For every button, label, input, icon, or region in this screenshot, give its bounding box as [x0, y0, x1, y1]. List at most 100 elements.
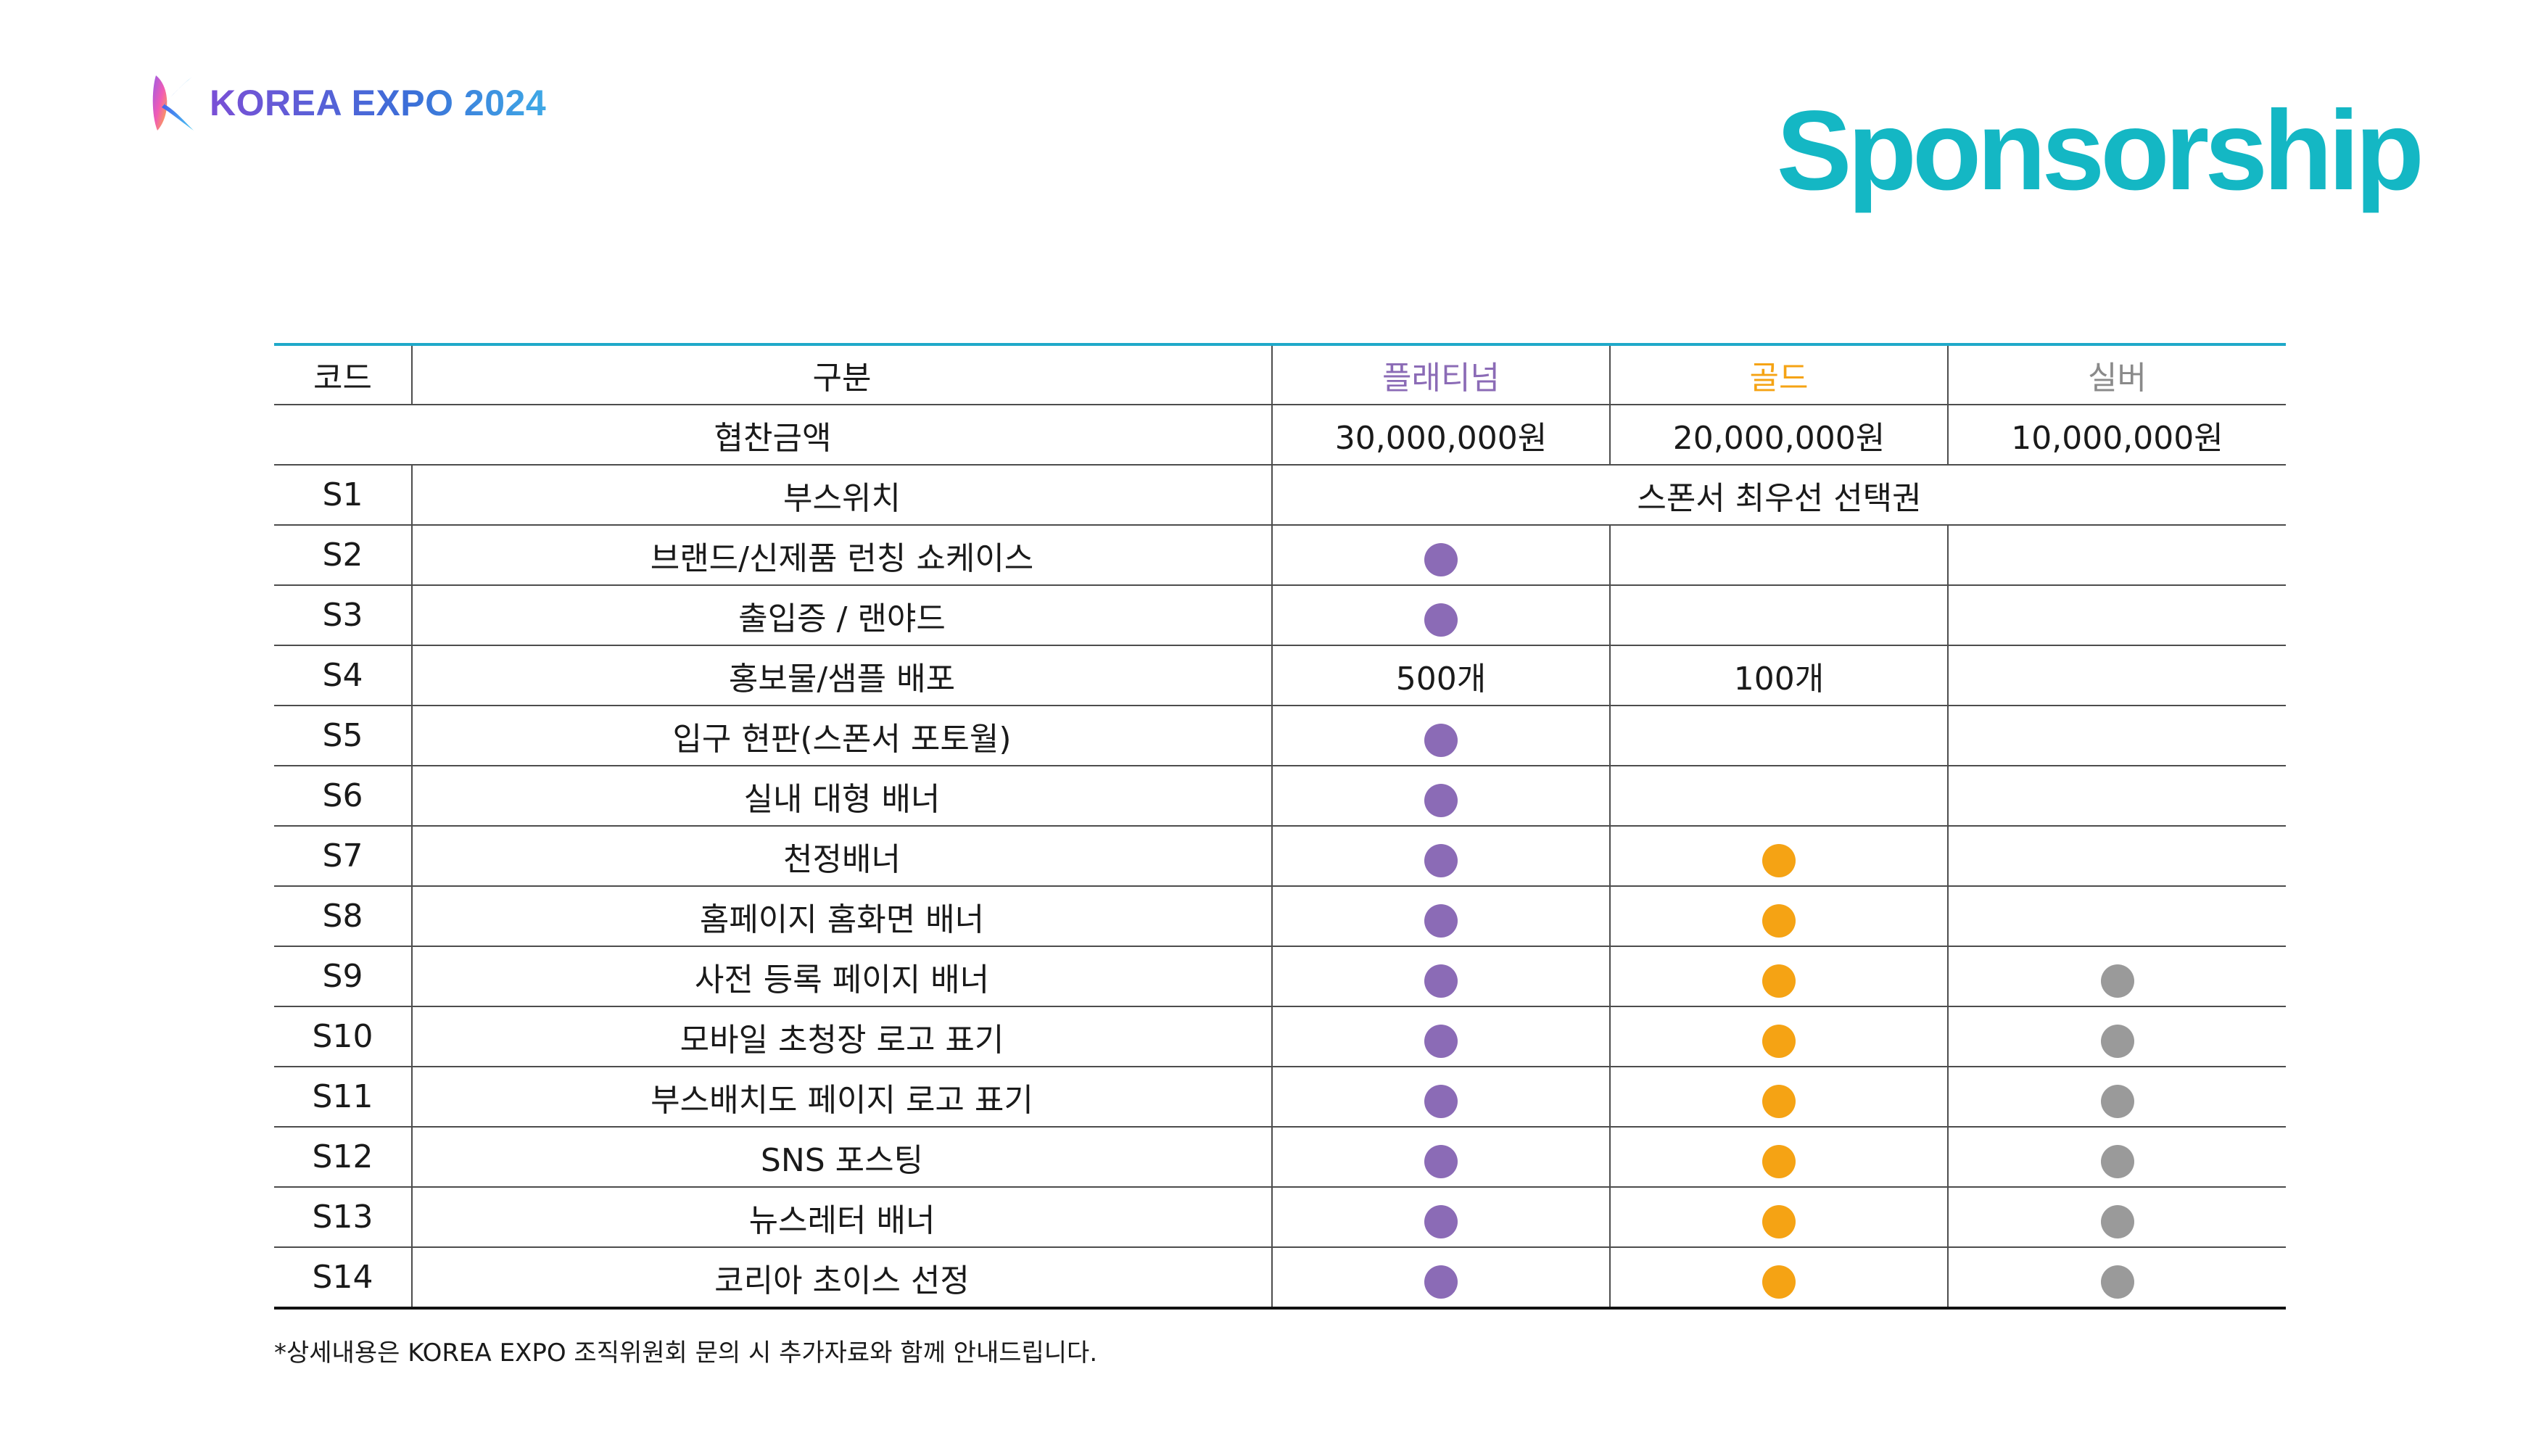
table-row: S7 천정배너 — [274, 826, 2286, 887]
row-code: S6 — [274, 766, 412, 827]
cell-platinum — [1271, 766, 1610, 827]
table-row: S6 실내 대형 배너 — [274, 766, 2286, 827]
row-item: 홈페이지 홈화면 배너 — [411, 886, 1272, 947]
row-item: 사전 등록 페이지 배너 — [411, 946, 1272, 1007]
amount-silver: 10,000,000원 — [1947, 405, 2286, 466]
cell-gold — [1609, 826, 1948, 887]
cell-gold — [1609, 1067, 1948, 1128]
cell-platinum — [1271, 1127, 1610, 1188]
platinum-included-dot-icon — [1424, 784, 1458, 817]
table-row: S12 SNS 포스팅 — [274, 1127, 2286, 1188]
cell-platinum — [1271, 886, 1610, 947]
silver-included-dot-icon — [2100, 964, 2134, 998]
row-item: 입구 현판(스폰서 포토월) — [411, 706, 1272, 766]
platinum-included-dot-icon — [1424, 1145, 1458, 1178]
row-item: 출입증 / 랜야드 — [411, 585, 1272, 646]
cell-gold — [1609, 946, 1948, 1007]
silver-included-dot-icon — [2100, 1025, 2134, 1058]
cell-platinum — [1271, 706, 1610, 766]
cell-gold — [1609, 706, 1948, 766]
cell-platinum — [1271, 1187, 1610, 1248]
cell-silver — [1947, 1067, 2286, 1128]
row-code: S7 — [274, 826, 412, 887]
platinum-included-dot-icon — [1424, 543, 1458, 576]
silver-included-dot-icon — [2100, 1085, 2134, 1118]
cell-silver — [1947, 525, 2286, 586]
row-item: 뉴스레터 배너 — [411, 1187, 1272, 1248]
platinum-included-dot-icon — [1424, 603, 1458, 637]
gold-included-dot-icon — [1762, 1265, 1796, 1299]
cell-silver — [1947, 826, 2286, 887]
row-item: 코리아 초이스 선정 — [411, 1247, 1272, 1310]
cell-platinum — [1271, 826, 1610, 887]
header-platinum: 플래티넘 — [1271, 343, 1610, 405]
row-code: S2 — [274, 525, 412, 586]
cell-platinum-text: 500개 — [1271, 645, 1610, 706]
cell-silver — [1947, 886, 2286, 947]
table-row: S10 모바일 초청장 로고 표기 — [274, 1006, 2286, 1067]
gold-included-dot-icon — [1762, 1085, 1796, 1118]
cell-platinum — [1271, 1247, 1610, 1310]
row-code: S14 — [274, 1247, 412, 1310]
platinum-included-dot-icon — [1424, 724, 1458, 757]
cell-gold — [1609, 886, 1948, 947]
cell-gold — [1609, 1006, 1948, 1067]
gold-included-dot-icon — [1762, 1025, 1796, 1058]
row-code: S1 — [274, 465, 412, 526]
cell-silver — [1947, 1127, 2286, 1188]
gold-included-dot-icon — [1762, 1145, 1796, 1178]
header-category: 구분 — [411, 343, 1272, 405]
table-row: S2 브랜드/신제품 런칭 쇼케이스 — [274, 525, 2286, 586]
table-row: S13 뉴스레터 배너 — [274, 1187, 2286, 1248]
gold-included-dot-icon — [1762, 904, 1796, 938]
row-item: 부스배치도 페이지 로고 표기 — [411, 1067, 1272, 1128]
table-row: S1 부스위치 스폰서 최우선 선택권 — [274, 465, 2286, 526]
footnote: *상세내용은 KOREA EXPO 조직위원회 문의 시 추가자료와 함께 안내… — [274, 1339, 1098, 1368]
row-item: 실내 대형 배너 — [411, 766, 1272, 827]
row-item: 홍보물/샘플 배포 — [411, 645, 1272, 706]
platinum-included-dot-icon — [1424, 1265, 1458, 1299]
platinum-included-dot-icon — [1424, 964, 1458, 998]
row-code: S5 — [274, 706, 412, 766]
amount-gold: 20,000,000원 — [1609, 405, 1948, 466]
cell-gold — [1609, 766, 1948, 827]
header-silver: 실버 — [1947, 343, 2286, 405]
logo-text: KOREA EXPO 2024 — [210, 83, 547, 123]
cell-gold-text: 100개 — [1609, 645, 1948, 706]
platinum-included-dot-icon — [1424, 1205, 1458, 1238]
page-title: Sponsorship — [1776, 88, 2424, 214]
platinum-included-dot-icon — [1424, 844, 1458, 877]
cell-platinum — [1271, 1006, 1610, 1067]
table-row: S3 출입증 / 랜야드 — [274, 585, 2286, 646]
row-code: S4 — [274, 645, 412, 706]
gold-included-dot-icon — [1762, 844, 1796, 877]
header-gold: 골드 — [1609, 343, 1948, 405]
table-row: S4 홍보물/샘플 배포 500개 100개 — [274, 645, 2286, 706]
amount-label: 협찬금액 — [274, 405, 1272, 466]
cell-gold — [1609, 1187, 1948, 1248]
row-item: SNS 포스팅 — [411, 1127, 1272, 1188]
cell-gold — [1609, 525, 1948, 586]
cell-silver — [1947, 766, 2286, 827]
row-item: 천정배너 — [411, 826, 1272, 887]
table-row: S5 입구 현판(스폰서 포토월) — [274, 706, 2286, 766]
gold-included-dot-icon — [1762, 1205, 1796, 1238]
row-code: S8 — [274, 886, 412, 947]
header-code: 코드 — [274, 343, 412, 405]
row-code: S9 — [274, 946, 412, 1007]
row-item: 모바일 초청장 로고 표기 — [411, 1006, 1272, 1067]
table-row: S8 홈페이지 홈화면 배너 — [274, 886, 2286, 947]
amount-row: 협찬금액 30,000,000원 20,000,000원 10,000,000원 — [274, 405, 2286, 466]
cell-gold — [1609, 1127, 1948, 1188]
row-item: 부스위치 — [411, 465, 1272, 526]
table-row: S14 코리아 초이스 선정 — [274, 1247, 2286, 1310]
silver-included-dot-icon — [2100, 1265, 2134, 1299]
row-item: 브랜드/신제품 런칭 쇼케이스 — [411, 525, 1272, 586]
table-row: S9 사전 등록 페이지 배너 — [274, 946, 2286, 1007]
table-row: S11 부스배치도 페이지 로고 표기 — [274, 1067, 2286, 1128]
cell-silver — [1947, 706, 2286, 766]
cell-silver — [1947, 946, 2286, 1007]
row-tier-span-text: 스폰서 최우선 선택권 — [1271, 465, 2286, 526]
cell-silver — [1947, 1006, 2286, 1067]
silver-included-dot-icon — [2100, 1205, 2134, 1238]
